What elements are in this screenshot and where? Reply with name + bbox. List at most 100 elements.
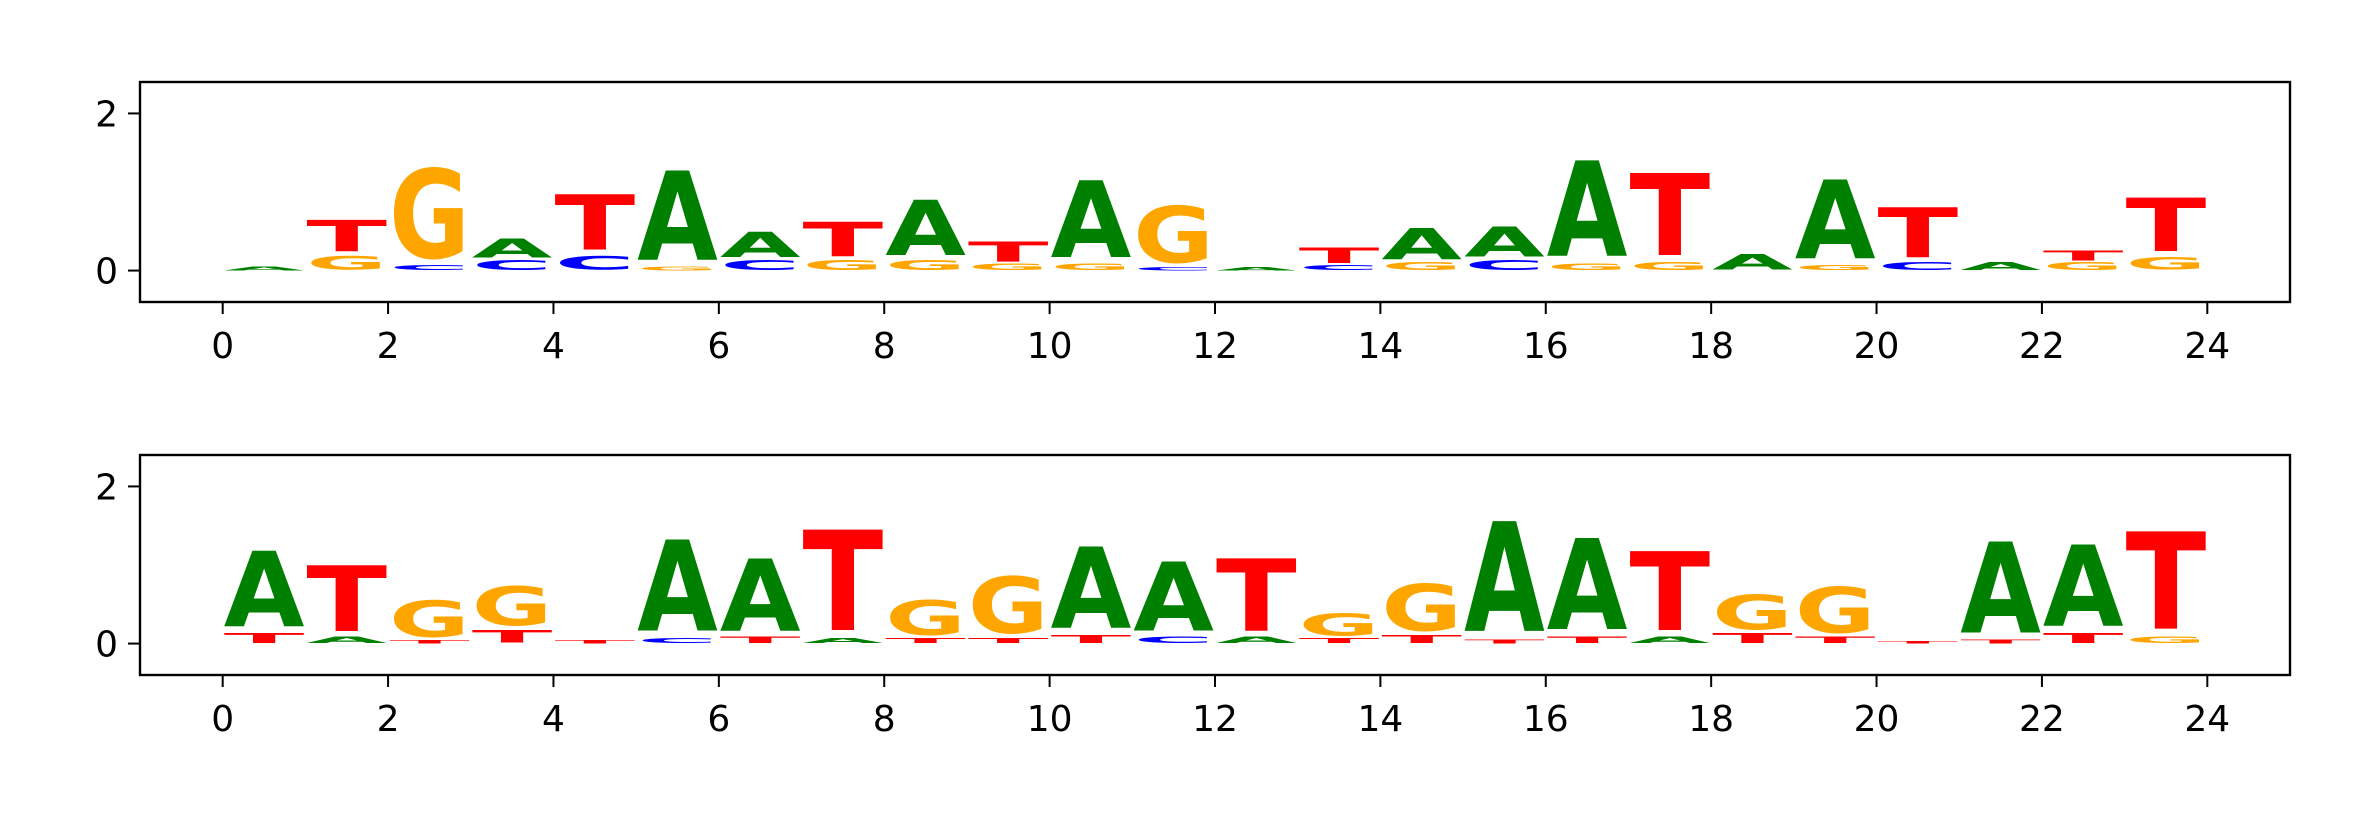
- logo-letter-t: T: [224, 631, 305, 646]
- logo-letter-a: A: [1133, 544, 1214, 653]
- logo-letter-t: T: [554, 639, 635, 644]
- y-tick-label: 0: [95, 252, 118, 293]
- x-tick-label: 22: [2019, 326, 2065, 367]
- logo-letter-a: A: [1629, 635, 1710, 645]
- logo-letter-g: G: [2126, 254, 2207, 274]
- logo-letter-t: T: [306, 547, 387, 653]
- logo-letter-a: A: [224, 266, 305, 272]
- logo-letter-g: G: [2043, 261, 2124, 273]
- logo-letter-g: G: [306, 252, 387, 274]
- logo-letter-g: G: [885, 258, 966, 273]
- logo-letter-t: T: [1878, 193, 1959, 273]
- logo-letter-t: T: [554, 180, 635, 268]
- logo-letter-c: C: [389, 264, 470, 272]
- y-tick-label: 2: [95, 94, 118, 135]
- logo-letter-g: G: [472, 576, 553, 638]
- logo-letter-t: T: [1629, 152, 1710, 282]
- logo-letter-t: T: [1629, 530, 1710, 656]
- logo-letter-t: T: [1960, 638, 2041, 644]
- logo-letter-t: T: [885, 637, 966, 645]
- logo-letter-t: T: [472, 627, 553, 647]
- x-tick-label: 12: [1192, 326, 1238, 367]
- logo-letter-g: G: [885, 591, 966, 646]
- logo-letter-g: G: [637, 266, 718, 272]
- x-tick-label: 24: [2184, 326, 2230, 367]
- logo-letter-a: A: [1960, 261, 2041, 273]
- logo-letter-t: T: [2126, 505, 2207, 661]
- logo-letter-t: T: [1878, 640, 1959, 644]
- logo-letter-a: A: [637, 516, 718, 661]
- logo-letter-a: A: [1051, 525, 1132, 655]
- logo-letter-t: T: [2043, 248, 2124, 263]
- y-tick-label: 2: [95, 467, 118, 508]
- logo-panel-bottom: TA AT TG TGT CA TA AT TG TG TA CA AT TG TG TA TA AT TG TG T…: [95, 453, 2292, 740]
- logo-letter-t: T: [968, 236, 1049, 268]
- logo-letter-c: C: [472, 258, 553, 273]
- x-tick-label: 6: [707, 326, 730, 367]
- x-tick-label: 10: [1027, 699, 1073, 740]
- x-tick-label: 0: [211, 699, 234, 740]
- logo-letter-g: G: [1051, 262, 1132, 272]
- logo-letter-t: T: [1051, 633, 1132, 645]
- logo-letter-a: A: [1381, 219, 1462, 269]
- logo-letter-a: A: [720, 539, 801, 654]
- x-tick-label: 20: [1854, 326, 1900, 367]
- logo-letter-t: T: [389, 639, 470, 644]
- logo-letter-g: G: [389, 145, 470, 287]
- x-tick-label: 14: [1357, 699, 1403, 740]
- logo-letter-c: C: [554, 252, 635, 274]
- x-tick-label: 8: [873, 326, 896, 367]
- x-tick-label: 10: [1027, 326, 1073, 367]
- logo-letter-a: A: [224, 532, 305, 651]
- logo-letter-a: A: [1960, 517, 2041, 662]
- logo-letter-c: C: [1299, 264, 1380, 272]
- logo-letter-a: A: [1464, 491, 1545, 667]
- x-tick-label: 6: [707, 699, 730, 740]
- logo-letter-a: A: [1712, 249, 1793, 274]
- logo-letter-t: T: [968, 637, 1049, 645]
- logo-letter-a: A: [2043, 522, 2124, 652]
- logo-letter-a: A: [1051, 160, 1132, 282]
- logo-letter-g: G: [1795, 576, 1876, 648]
- logo-letter-t: T: [1547, 635, 1628, 645]
- logo-letter-g: G: [389, 592, 470, 650]
- logo-letter-a: A: [720, 225, 801, 265]
- logo-letter-t: T: [1381, 633, 1462, 645]
- logo-letter-c: C: [1878, 261, 1959, 273]
- logo-letter-a: A: [637, 146, 718, 288]
- logo-letter-g: G: [1712, 586, 1793, 641]
- logo-letter-c: C: [637, 637, 718, 645]
- logo-letter-a: A: [306, 635, 387, 645]
- logo-letter-a: A: [472, 234, 553, 264]
- x-tick-label: 24: [2184, 699, 2230, 740]
- x-tick-label: 2: [377, 326, 400, 367]
- logo-letter-c: C: [1133, 635, 1214, 645]
- logo-letter-a: A: [803, 637, 884, 645]
- logo-letter-t: T: [1299, 637, 1380, 645]
- logo-letter-g: G: [1381, 571, 1462, 646]
- x-tick-label: 0: [211, 326, 234, 367]
- logo-letter-c: C: [1464, 258, 1545, 273]
- logo-letter-t: T: [1795, 635, 1876, 645]
- logo-letter-t: T: [1299, 243, 1380, 268]
- logo-letter-a: A: [1547, 134, 1628, 287]
- logo-letter-t: T: [1712, 631, 1793, 646]
- logo-letter-g: G: [968, 262, 1049, 272]
- logo-letter-t: T: [2126, 184, 2207, 269]
- logo-letter-g: G: [1629, 261, 1710, 273]
- x-tick-label: 4: [542, 699, 565, 740]
- logo-letter-t: T: [803, 503, 884, 663]
- logo-letter-t: T: [720, 635, 801, 645]
- logo-letter-t: T: [1216, 539, 1297, 654]
- logo-letter-g: G: [1133, 191, 1214, 281]
- logo-letter-c: C: [720, 258, 801, 273]
- logo-letter-a: A: [1216, 266, 1297, 271]
- logo-letter-a: A: [1547, 514, 1628, 659]
- x-tick-label: 14: [1357, 326, 1403, 367]
- logo-letter-g: G: [2126, 635, 2207, 645]
- x-tick-label: 18: [1688, 699, 1734, 740]
- x-tick-label: 16: [1523, 699, 1569, 740]
- logo-letter-a: A: [885, 185, 966, 273]
- logo-letter-g: G: [803, 258, 884, 273]
